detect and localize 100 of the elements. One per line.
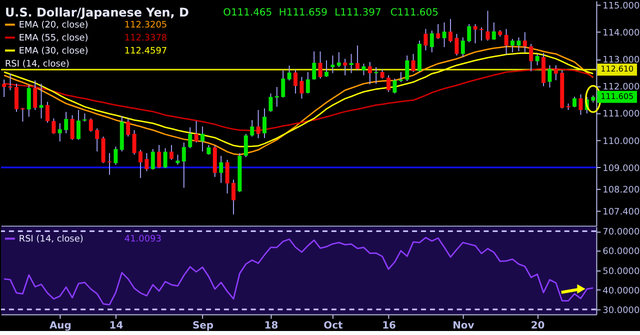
x-tick-label: 16: [382, 320, 396, 332]
candlestick: [46, 101, 50, 124]
legend-label: EMA (30, close): [18, 46, 88, 57]
annotation: H111.659: [278, 8, 328, 19]
candlestick: [2, 79, 6, 98]
candlestick: [349, 53, 354, 74]
candlestick: [262, 108, 266, 139]
y-tick-label: 109.000: [602, 164, 640, 174]
candlestick: [430, 30, 434, 53]
x-tick-label: Sep: [192, 320, 214, 332]
y-tick-label: 114.000: [602, 28, 640, 38]
x-tick-label: 14: [109, 320, 124, 332]
candlestick: [14, 83, 18, 112]
candlestick: [163, 148, 168, 168]
candlestick: [473, 24, 478, 44]
candlestick: [256, 109, 260, 139]
candlestick: [368, 62, 372, 85]
x-tick-label: Oct: [324, 320, 343, 332]
candlestick: [76, 109, 80, 140]
candlestick: [554, 64, 558, 81]
candlestick: [362, 63, 366, 76]
text: 111.605: [600, 92, 634, 101]
candlestick: [200, 126, 204, 152]
y-tick-label: 112.000: [602, 82, 640, 93]
candlestick: [281, 70, 286, 98]
candlestick: [448, 18, 452, 43]
candlestick: [386, 74, 390, 92]
candlestick: [578, 94, 583, 116]
candlestick: [486, 10, 490, 42]
candlestick: [194, 120, 198, 144]
legend-label: EMA (20, close): [18, 20, 88, 31]
chart-title: U.S. Dollar/Japanese Yen, D: [4, 6, 189, 20]
candlestick: [343, 58, 348, 76]
y-tick-label: 115.000: [602, 1, 640, 12]
candlestick: [88, 118, 93, 132]
candlestick: [268, 92, 273, 112]
candlestick: [274, 86, 279, 108]
candlestick: [144, 152, 149, 172]
candlestick: [442, 22, 446, 48]
candlestick: [182, 142, 186, 188]
candlestick: [336, 52, 341, 68]
candlestick: [225, 159, 230, 194]
candlestick: [300, 76, 304, 100]
x-tick-label: 18: [264, 320, 278, 332]
y-tick-label: 40.0000: [602, 286, 640, 296]
y-tick-label: 113.000: [602, 56, 640, 66]
x-tick-label: Aug: [49, 320, 72, 332]
candlestick: [219, 155, 224, 184]
candlestick: [138, 149, 142, 179]
x-tick-label: 20: [530, 320, 545, 332]
candlestick: [411, 53, 416, 73]
candlestick: [188, 126, 192, 149]
annotation: 112.3378: [124, 34, 168, 44]
candlestick: [52, 118, 56, 134]
candlestick: [454, 33, 459, 56]
ref-line-label: 112.610: [600, 64, 634, 74]
candlestick: [504, 28, 508, 55]
candlestick: [312, 50, 316, 80]
candlestick: [58, 122, 62, 142]
candlestick: [33, 80, 38, 110]
candlestick: [250, 120, 254, 138]
line-series: [3, 236, 594, 306]
candlestick: [114, 146, 118, 166]
candlestick: [324, 60, 328, 78]
candlestick: [64, 111, 68, 134]
x-tick-label: Nov: [452, 320, 475, 332]
candlestick: [392, 78, 397, 94]
candlestick: [356, 44, 360, 71]
y-tick-label: 110.000: [602, 136, 640, 147]
candlestick: [318, 50, 322, 80]
candlestick: [306, 72, 310, 94]
candlestick: [436, 24, 440, 40]
y-tick-label: 108.200: [602, 186, 640, 196]
candlestick: [467, 24, 472, 43]
candlestick: [39, 83, 44, 119]
y-tick-label: 111.000: [602, 110, 640, 120]
legend-label: EMA (55, close): [18, 34, 88, 44]
candlestick: [548, 64, 552, 88]
annotation: 112.3205: [124, 20, 168, 31]
candlestick: [150, 148, 155, 170]
candlestick: [398, 72, 403, 83]
candlestick: [535, 53, 540, 66]
annotation: RSI (14, close): [4, 59, 70, 70]
candlestick: [95, 128, 100, 152]
candlestick: [405, 55, 410, 82]
candlestick: [26, 84, 31, 118]
annotation: 112.4597: [124, 46, 168, 57]
candlestick: [126, 118, 130, 138]
candlestick: [294, 69, 298, 94]
candlestick: [516, 36, 521, 52]
candlestick: [206, 144, 211, 156]
candlestick: [480, 26, 484, 42]
candlestick: [8, 73, 12, 91]
candlestick: [287, 65, 292, 81]
candlestick: [244, 133, 248, 158]
candlestick: [176, 154, 180, 166]
candlestick: [108, 152, 112, 176]
y-tick-label: 60.0000: [602, 247, 640, 258]
candlestick: [529, 43, 534, 72]
candlestick: [20, 107, 25, 122]
